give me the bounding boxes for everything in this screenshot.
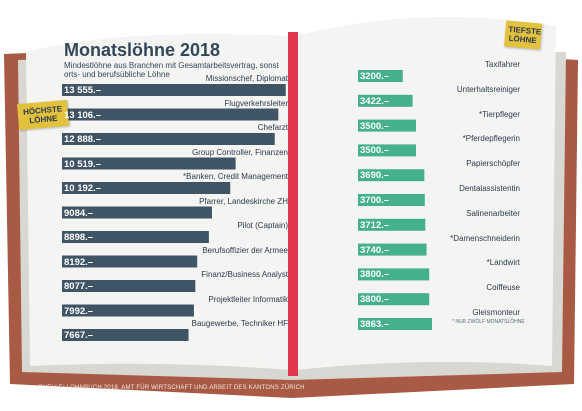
high-category-label-3: Group Controller, Finanzen — [191, 147, 288, 157]
high-value-label-2: 12 888.– — [64, 134, 101, 145]
high-value-label-3: 10 519.– — [64, 158, 101, 170]
high-category-label-2: Chefarzt — [257, 123, 288, 132]
low-bar-1 — [358, 94, 413, 107]
low-category-label-1: Unterhaltsreiniger — [456, 84, 520, 94]
low-salary-bars — [358, 70, 432, 330]
low-category-label-4: Papierschöpfer — [466, 159, 520, 169]
low-value-label-6: 3712.– — [360, 219, 390, 231]
low-category-label-9: Coiffeuse — [486, 283, 520, 293]
low-value-label-0: 3200.– — [360, 71, 390, 82]
source-note: QUELLE: LOHNBUCH 2018, AMT FÜR WIRTSCHAF… — [38, 385, 305, 391]
high-bar-9 — [62, 304, 194, 317]
high-bar-5 — [62, 206, 212, 219]
high-category-label-0: Missionschef, Diplomat — [205, 74, 288, 83]
low-category-label-8: *Landwirt — [486, 258, 520, 268]
low-value-label-4: 3690.– — [360, 170, 390, 182]
lowest-wages-tag: TIEFSTE LÖHNE — [503, 20, 543, 50]
spine-ribbon — [288, 32, 298, 376]
low-category-label-2: *Tierpfleger — [478, 109, 520, 119]
high-value-label-1: 13 106.– — [64, 109, 101, 121]
low-category-label-5: Dentalassistentin — [459, 184, 520, 193]
low-value-label-7: 3740.– — [360, 244, 390, 256]
low-bar-9 — [358, 293, 430, 306]
high-value-label-7: 8192.– — [64, 256, 94, 268]
low-value-label-10: 3863.– — [360, 319, 390, 330]
low-bar-6 — [358, 218, 426, 231]
low-bar-2 — [358, 119, 416, 132]
high-category-label-4: *Banken, Credit Management — [183, 172, 288, 181]
chart-title: Monatslöhne 2018 — [64, 40, 221, 60]
low-value-label-2: 3500.– — [360, 120, 390, 132]
low-value-label-8: 3800.– — [360, 269, 390, 281]
chart-subtitle: Mindestlöhne aus Branchen mit Gesamtarbe… — [64, 61, 279, 79]
low-category-label-10: Gleismonteur — [472, 308, 520, 317]
low-value-label-5: 3700.– — [360, 195, 390, 206]
high-category-label-7: Berufsoffizier der Armee — [202, 245, 288, 255]
low-category-label-7: *Damenschneiderin — [450, 233, 520, 243]
high-value-label-0: 13 555.– — [64, 85, 101, 96]
high-value-label-5: 9084.– — [64, 207, 94, 219]
high-category-label-1: Flugverkehrsleiter — [224, 98, 288, 108]
high-value-label-8: 8077.– — [64, 281, 94, 292]
high-category-label-10: Baugewerbe, Techniker HF — [191, 319, 288, 328]
low-bar-4 — [358, 169, 425, 182]
low-bar-7 — [358, 243, 427, 256]
footnote: * NUR ZWÖLF MONATSLÖHNE — [452, 319, 525, 325]
high-bar-3 — [62, 157, 236, 170]
high-bar-6 — [62, 231, 209, 243]
low-bar-3 — [358, 144, 416, 157]
high-bar-4 — [62, 182, 231, 194]
right-page — [296, 17, 556, 370]
low-value-label-9: 3800.– — [360, 294, 390, 306]
high-value-label-6: 8898.– — [64, 232, 94, 243]
high-bar-7 — [62, 255, 198, 268]
highest-wages-tag: HÖCHSTE LÖHNE — [16, 99, 70, 131]
high-category-label-9: Projektleiter Informatik — [208, 294, 288, 304]
low-category-label-0: Taxifahrer — [484, 60, 520, 69]
high-bar-2 — [62, 133, 275, 145]
low-value-label-1: 3422.– — [360, 95, 390, 107]
low-category-label-6: Salinenarbeiter — [466, 208, 520, 218]
high-bar-10 — [62, 329, 189, 341]
high-category-label-5: Pfarrer, Landeskirche ZH — [199, 196, 288, 206]
low-bar-0 — [358, 70, 403, 82]
high-bar-0 — [62, 84, 286, 96]
low-value-label-3: 3500.– — [360, 145, 390, 157]
high-value-label-9: 7992.– — [64, 305, 94, 317]
high-value-label-4: 10 192.– — [64, 183, 101, 194]
high-category-label-8: Finanz/Business Analyst — [201, 270, 288, 279]
low-bar-10 — [358, 318, 432, 330]
low-category-label-3: *Pferdepflegerin — [462, 134, 520, 144]
high-bar-8 — [62, 280, 196, 292]
low-bar-8 — [358, 268, 430, 281]
high-category-label-6: Pilot (Captain) — [237, 221, 288, 230]
high-value-label-10: 7667.– — [64, 330, 94, 341]
high-salary-bars — [62, 84, 286, 341]
high-bar-1 — [62, 108, 279, 121]
low-bar-5 — [358, 194, 425, 206]
